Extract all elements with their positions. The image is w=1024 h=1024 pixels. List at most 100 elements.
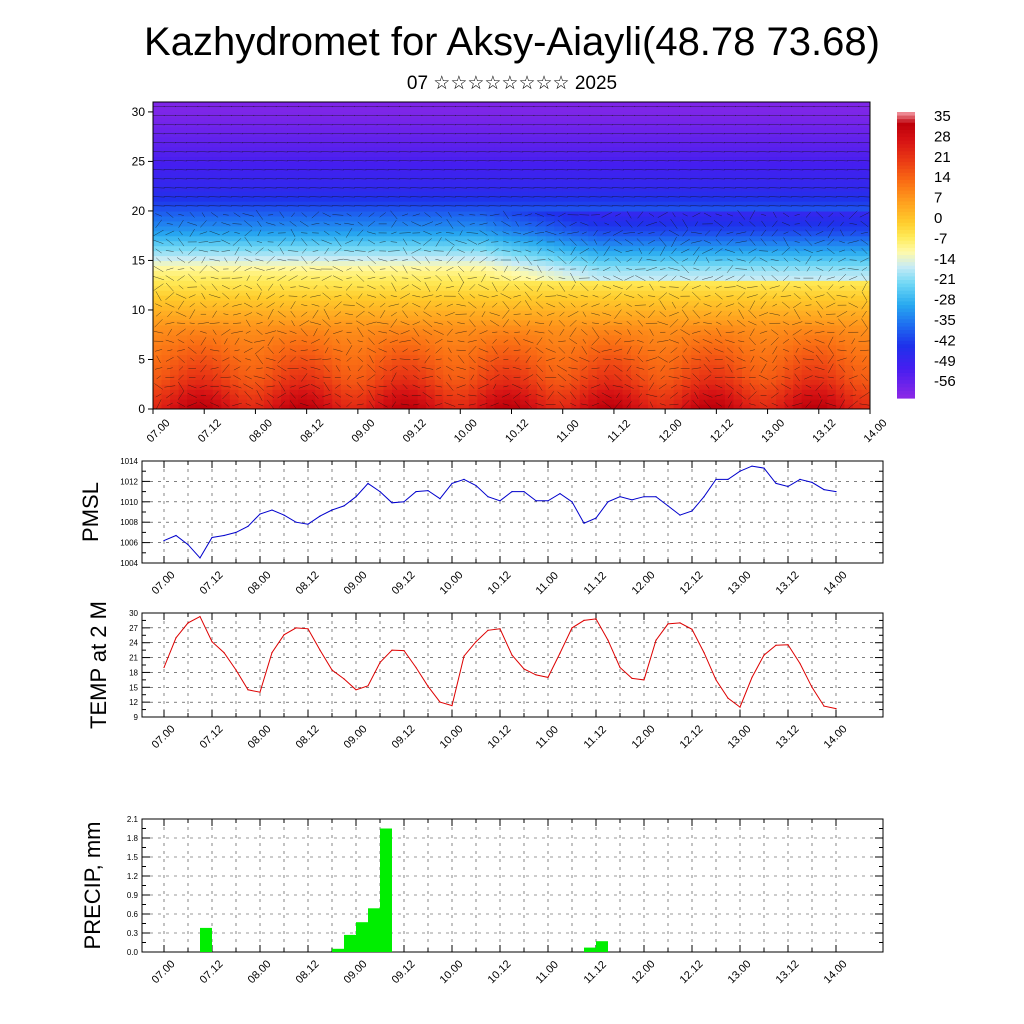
- y-tick-label: 1.2: [127, 872, 139, 881]
- colorbar-swatch: [897, 215, 915, 220]
- colorbar-swatch: [897, 337, 915, 342]
- y-tick-label: 0.3: [127, 929, 139, 938]
- colorbar-swatch: [897, 372, 915, 378]
- data-point: [427, 685, 429, 687]
- data-point: [643, 496, 645, 498]
- data-point: [547, 676, 549, 679]
- colorbar-swatch: [897, 255, 915, 260]
- colorbar-swatch: [897, 305, 915, 310]
- colorbar-swatch: [897, 137, 915, 142]
- data-point: [667, 505, 669, 507]
- data-point: [715, 679, 717, 681]
- data-point: [487, 496, 489, 498]
- data-point: [763, 654, 765, 656]
- colorbar-swatch: [897, 126, 915, 131]
- data-point: [523, 668, 525, 670]
- colorbar-swatch: [897, 226, 915, 231]
- colorbar-label: 21: [934, 149, 951, 166]
- x-tick-label: 08.00: [246, 723, 274, 751]
- colorbar-swatch: [897, 151, 915, 156]
- data-point: [787, 644, 789, 646]
- colorbar-swatch: [897, 176, 915, 181]
- data-point: [715, 478, 717, 480]
- data-point: [823, 489, 825, 491]
- y-tick-label: 5: [138, 352, 145, 366]
- data-point: [595, 517, 597, 519]
- data-point: [619, 666, 621, 669]
- grid: [142, 612, 883, 718]
- precip-bar: [596, 941, 608, 952]
- colorbar-swatch: [897, 340, 915, 345]
- colorbar-swatch: [897, 347, 915, 353]
- x-tick-label: 08.00: [247, 417, 275, 445]
- x-tick-label: 10.00: [452, 417, 480, 445]
- x-tick-label: 07.12: [196, 417, 224, 445]
- x-tick-label: 10.12: [486, 723, 514, 751]
- colorbar-swatch: [897, 297, 915, 303]
- data-point: [403, 650, 405, 652]
- y-tick-label: 1006: [120, 539, 138, 548]
- data-point: [679, 622, 681, 624]
- data-point: [463, 478, 465, 480]
- data-point: [163, 540, 165, 542]
- x-tick-label: 13.12: [774, 569, 802, 597]
- colorbar-swatch: [897, 219, 915, 224]
- data-point: [187, 622, 189, 624]
- colorbar-swatch: [897, 294, 915, 299]
- x-tick-label: 07.00: [150, 723, 178, 751]
- data-point: [691, 628, 693, 630]
- colorbar-swatch: [897, 133, 915, 138]
- x-tick-label: 09.00: [342, 569, 370, 597]
- y-tick-label: 1.5: [127, 853, 139, 862]
- data-point: [787, 485, 789, 488]
- x-tick-label: 12.12: [678, 723, 706, 751]
- data-point: [727, 478, 729, 480]
- data-point: [223, 652, 225, 654]
- data-point: [175, 637, 177, 639]
- data-point: [691, 510, 693, 512]
- colorbar-swatch: [897, 333, 915, 338]
- data-point: [571, 627, 573, 629]
- data-point: [667, 623, 669, 625]
- precip-bar: [344, 934, 356, 952]
- colorbar-swatch: [897, 172, 915, 177]
- x-tick-label: 12.12: [678, 569, 706, 597]
- x-tick-label: 07.12: [198, 958, 226, 986]
- data-point: [307, 523, 309, 525]
- x-tick-label: 14.00: [822, 569, 850, 597]
- data-point: [775, 482, 777, 484]
- x-tick-label: 07.00: [145, 417, 173, 445]
- panel-frame: [141, 818, 884, 953]
- data-point: [727, 697, 729, 699]
- colorbar-swatch: [897, 265, 915, 270]
- x-tick-label: 08.12: [294, 569, 322, 597]
- colorbar-swatch: [897, 144, 915, 149]
- x-tick-label: 11.00: [554, 418, 581, 445]
- precip-bar: [380, 828, 392, 952]
- data-point: [535, 674, 537, 676]
- y-tick-label: 1008: [120, 518, 138, 527]
- data-point: [643, 679, 645, 681]
- x-tick-label: 07.12: [198, 569, 226, 597]
- colorbar-swatch: [897, 369, 915, 374]
- y-tick-label: 1.8: [127, 834, 139, 843]
- x-tick-label: 12.00: [630, 958, 658, 986]
- data-point: [391, 502, 393, 504]
- colorbar-swatch: [897, 262, 915, 267]
- data-point: [607, 639, 609, 641]
- data-point: [319, 515, 321, 517]
- data-point: [775, 644, 777, 646]
- data-point: [343, 678, 345, 680]
- precip-bar: [200, 927, 212, 952]
- data-point: [439, 701, 441, 703]
- colorbar-swatch: [897, 154, 915, 160]
- data-point: [799, 478, 801, 480]
- x-tick-label: 08.12: [294, 958, 322, 986]
- colorbar-swatch: [897, 201, 915, 206]
- x-tick-label: 11.00: [534, 724, 561, 751]
- x-tick-label: 10.12: [486, 958, 514, 986]
- x-tick-label: 08.00: [246, 569, 274, 597]
- data-point: [247, 525, 249, 527]
- x-tick-label: 13.12: [774, 958, 802, 986]
- pmsl-panel: 1004 1006 1008 1010 1012 1014 07.00 07.12 08.00 0…: [78, 457, 884, 597]
